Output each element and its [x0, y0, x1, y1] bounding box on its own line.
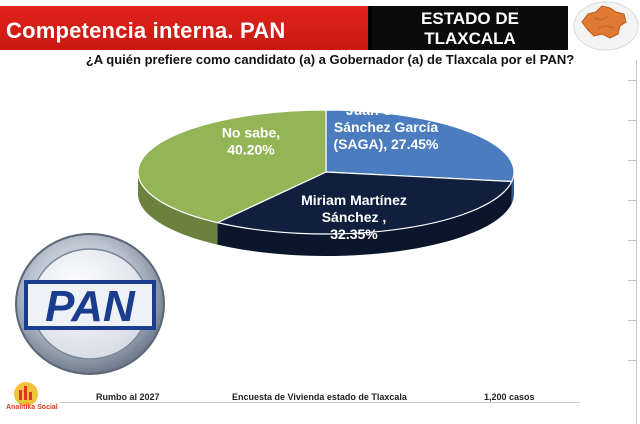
pie-slice-2 — [137, 109, 327, 224]
state-line-2: TLAXCALA — [424, 29, 516, 48]
slice-label-0-line-2: (SAGA), 27.45% — [333, 136, 439, 152]
state-box: ESTADO DE TLAXCALA — [372, 6, 568, 50]
header-title: Competencia interna. PAN — [6, 18, 286, 43]
pie-slice-1 — [215, 171, 513, 235]
slice-label-1-line-0: Miriam Martínez — [301, 192, 407, 208]
slice-label-2-line-1: 40.20% — [227, 142, 275, 158]
pan-logo-text: PAN — [45, 282, 136, 331]
footer-divider — [60, 402, 580, 403]
right-edge-ruler — [626, 60, 640, 424]
state-text: ESTADO DE TLAXCALA — [372, 9, 568, 49]
brand-logo: Analitika Social — [6, 378, 60, 416]
footer-center: Encuesta de Vivienda estado de Tlaxcala — [232, 392, 407, 402]
footer-left: Rumbo al 2027 — [96, 392, 160, 402]
tlaxcala-map-icon — [568, 0, 640, 56]
brand-text: Analitika Social — [6, 404, 58, 411]
pie-slice-side-1 — [217, 181, 512, 256]
pie-top — [137, 109, 515, 235]
slice-label-1-line-2: 32.35% — [330, 226, 378, 242]
pie-depth — [138, 172, 514, 256]
slice-label-2-line-0: No sabe, — [222, 125, 280, 141]
state-line-1: ESTADO DE — [421, 9, 519, 28]
question-text: ¿A quién prefiere como candidato (a) a G… — [85, 52, 575, 67]
pie-slice-side-0 — [511, 172, 514, 204]
footer-right: 1,200 casos — [484, 392, 535, 402]
pie-slice-0 — [325, 109, 515, 183]
slice-label-1-line-1: Sánchez , — [322, 209, 387, 225]
pan-logo: PAN — [10, 230, 170, 380]
slice-label-0-line-1: Sánchez García — [334, 119, 438, 135]
header-title-bar: Competencia interna. PAN — [0, 6, 372, 50]
pie-slice-side-2 — [138, 172, 218, 245]
slice-label-0-line-0: Juan Carlos — [346, 102, 426, 118]
